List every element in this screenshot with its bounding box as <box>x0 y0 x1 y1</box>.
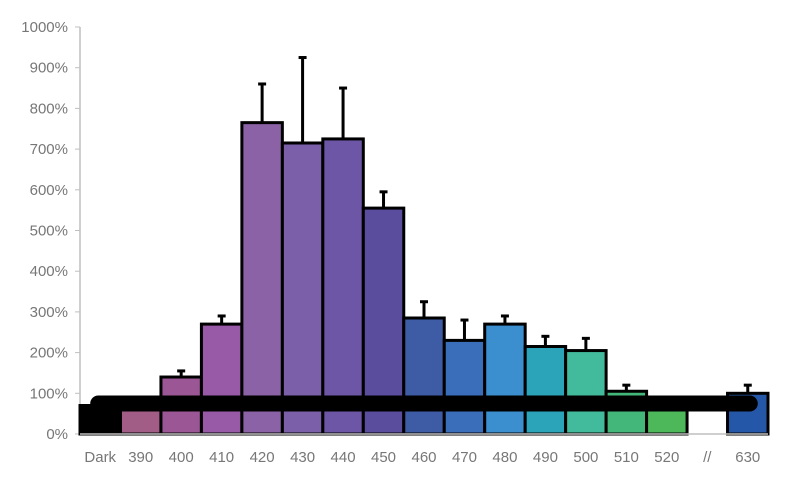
x-tick-label: 410 <box>209 449 234 466</box>
bar <box>564 349 608 436</box>
y-tick-label: 900% <box>30 60 68 77</box>
y-tick-label: 500% <box>30 223 68 240</box>
bar <box>483 322 527 436</box>
x-tick-label: 490 <box>533 449 558 466</box>
x-tick-label: Dark <box>84 449 116 466</box>
x-tick-label: 500 <box>573 449 598 466</box>
x-tick-label: 460 <box>411 449 436 466</box>
y-tick-label: 200% <box>30 345 68 362</box>
x-tick-label: // <box>703 449 712 466</box>
x-tick-label: 510 <box>614 449 639 466</box>
bar <box>402 316 446 436</box>
x-tick-label: 450 <box>371 449 396 466</box>
y-tick-label: 300% <box>30 304 68 321</box>
y-axis: 0% 100% 200% 300% 400% 500% 600% 700% 800% 900% 10… <box>21 19 81 443</box>
y-tick-label: 700% <box>30 141 68 158</box>
bar <box>240 121 284 436</box>
x-tick-label: 520 <box>654 449 679 466</box>
bar <box>280 141 325 436</box>
x-tick-label: 480 <box>492 449 517 466</box>
y-tick-label: 600% <box>30 182 68 199</box>
bar <box>199 322 244 436</box>
y-tick-label: 0% <box>46 426 68 443</box>
y-tick-label: 100% <box>30 385 68 402</box>
x-tick-label: 390 <box>128 449 153 466</box>
y-tick-label: 1000% <box>21 19 68 36</box>
x-tick-label: 630 <box>735 449 760 466</box>
bar <box>442 338 487 436</box>
x-tick-label: 430 <box>290 449 315 466</box>
bar <box>321 137 365 436</box>
y-tick-label: 800% <box>30 100 68 117</box>
x-tick-label: 420 <box>250 449 275 466</box>
x-tick-label: 470 <box>452 449 477 466</box>
bar <box>523 344 568 436</box>
x-axis: Dark 390 400 410 420 430 440 450 460 470 480 490 500… <box>80 433 768 466</box>
y-tick-label: 400% <box>30 263 68 280</box>
bars <box>78 121 770 436</box>
x-tick-label: 440 <box>331 449 356 466</box>
x-tick-label: 400 <box>169 449 194 466</box>
